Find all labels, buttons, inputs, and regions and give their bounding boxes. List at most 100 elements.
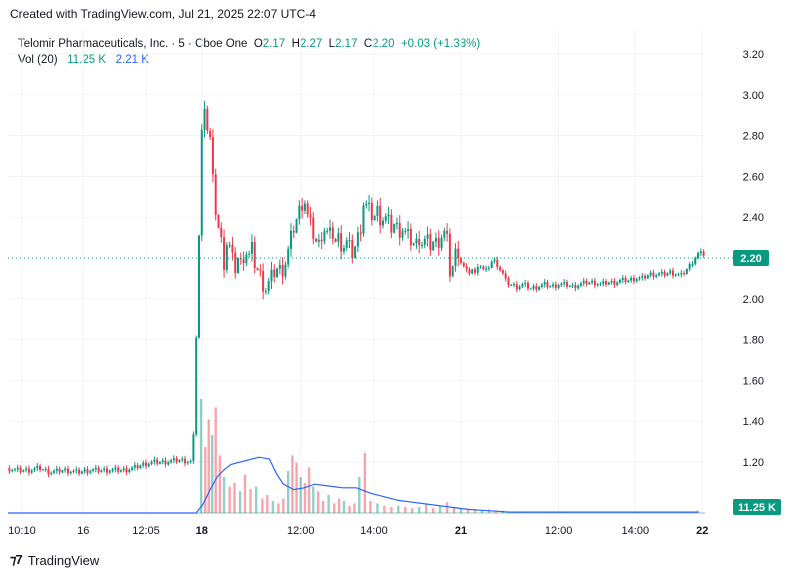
candle-body <box>532 286 535 289</box>
volume-bar <box>291 455 294 513</box>
last-volume-badge: 11.25 K <box>733 499 781 515</box>
volume-bars <box>8 399 705 514</box>
candle-body <box>507 278 510 286</box>
candle-body <box>605 281 608 285</box>
candle-body <box>231 244 234 253</box>
candle-body <box>513 284 516 286</box>
volume-bar <box>363 453 367 513</box>
candle-body <box>680 273 683 275</box>
candle-body <box>22 470 25 472</box>
volume-bar <box>411 508 414 513</box>
candle-body <box>133 465 136 468</box>
candle-body <box>630 277 633 281</box>
last-volume-badge-text: 11.25 K <box>738 502 776 514</box>
candle-body <box>607 282 610 285</box>
y-tick-label: 2.40 <box>743 212 764 224</box>
candle-body <box>524 282 527 285</box>
candle-body <box>398 222 401 238</box>
candle-body <box>432 241 435 251</box>
candle-body <box>184 458 187 464</box>
high-label: H <box>291 38 300 50</box>
candle-body <box>426 234 429 239</box>
chart-grid <box>8 30 705 515</box>
candle-body <box>646 275 649 279</box>
volume-bar <box>358 477 361 513</box>
candle-body <box>55 468 58 471</box>
candle-body <box>225 245 228 270</box>
candle-body <box>86 469 89 473</box>
candle-body <box>345 240 348 248</box>
low-value: 2.17 <box>335 38 358 50</box>
candle-body <box>666 273 669 276</box>
candle-body <box>315 238 318 242</box>
candle-body <box>259 269 262 272</box>
candle-body <box>89 470 92 473</box>
y-tick-label: 3.20 <box>743 49 764 61</box>
candle-body <box>167 462 170 465</box>
candle-body <box>437 238 440 248</box>
candle-body <box>354 246 357 258</box>
candle-body <box>122 468 125 471</box>
open-label: O <box>253 38 263 50</box>
candle-body <box>309 214 312 218</box>
candle-body <box>289 230 292 249</box>
candle-body <box>41 469 44 471</box>
candle-body <box>292 230 295 233</box>
candle-body <box>443 230 446 238</box>
close-label: C <box>363 38 373 50</box>
volume-bar <box>397 505 400 513</box>
volume-bar <box>342 501 346 513</box>
candle-body <box>58 468 61 473</box>
candle-body <box>568 285 571 287</box>
x-tick-label: 18 <box>196 525 208 537</box>
volume-bar <box>445 502 449 513</box>
volume-bar <box>327 495 330 513</box>
candle-body <box>404 230 407 232</box>
last-price-badge-bg <box>733 250 769 266</box>
candle-body <box>203 108 206 130</box>
candle-body <box>145 462 148 467</box>
candle-body <box>490 261 493 268</box>
candle-body <box>303 203 306 211</box>
candle-body <box>161 460 164 462</box>
candle-body <box>61 470 64 473</box>
candle-body <box>242 259 245 263</box>
candle-body <box>175 458 178 462</box>
volume-bar <box>261 498 264 513</box>
time-axis: 10:10 16 12:05 18 12:00 14:00 21 12:00 14:00 22 <box>8 525 708 537</box>
symbol-label[interactable]: Telomir Pharmaceuticals, Inc. · 5 · Cboe… <box>18 38 248 50</box>
volume-label[interactable]: Vol (20) <box>18 54 58 66</box>
candle-body <box>16 467 19 470</box>
candle-body <box>407 228 410 231</box>
candle-body <box>78 469 81 474</box>
candle-body <box>164 460 167 465</box>
candle-body <box>429 234 432 251</box>
candle-body <box>287 248 290 265</box>
chart-caption: Created with TradingView.com, Jul 21, 20… <box>10 7 316 21</box>
candle-body <box>616 282 619 285</box>
candle-body <box>36 466 39 469</box>
volume-bar <box>431 508 435 513</box>
candle-body <box>384 216 387 221</box>
volume-ma-value: 2.21 K <box>115 54 149 66</box>
volume-bar <box>316 491 320 513</box>
candle-body <box>373 215 376 220</box>
candle-body <box>27 468 30 473</box>
tradingview-logo[interactable]: ⁊7 TradingView <box>10 552 99 568</box>
candle-body <box>529 288 532 290</box>
candle-body <box>501 270 504 274</box>
candle-body <box>557 285 560 288</box>
candle-body <box>487 267 490 269</box>
volume-bar <box>207 419 210 513</box>
candle-body <box>694 258 697 265</box>
ohlc-legend-row: Telomir Pharmaceuticals, Inc. · 5 · Cboe… <box>18 36 480 52</box>
volume-bar <box>199 399 203 513</box>
candle-body <box>83 469 86 472</box>
candle-body <box>663 271 666 276</box>
volume-bar <box>466 509 470 513</box>
chart-legend: Telomir Pharmaceuticals, Inc. · 5 · Cboe… <box>18 36 480 68</box>
candle-body <box>278 265 281 269</box>
candle-body <box>521 284 524 287</box>
candle-body <box>19 467 22 472</box>
